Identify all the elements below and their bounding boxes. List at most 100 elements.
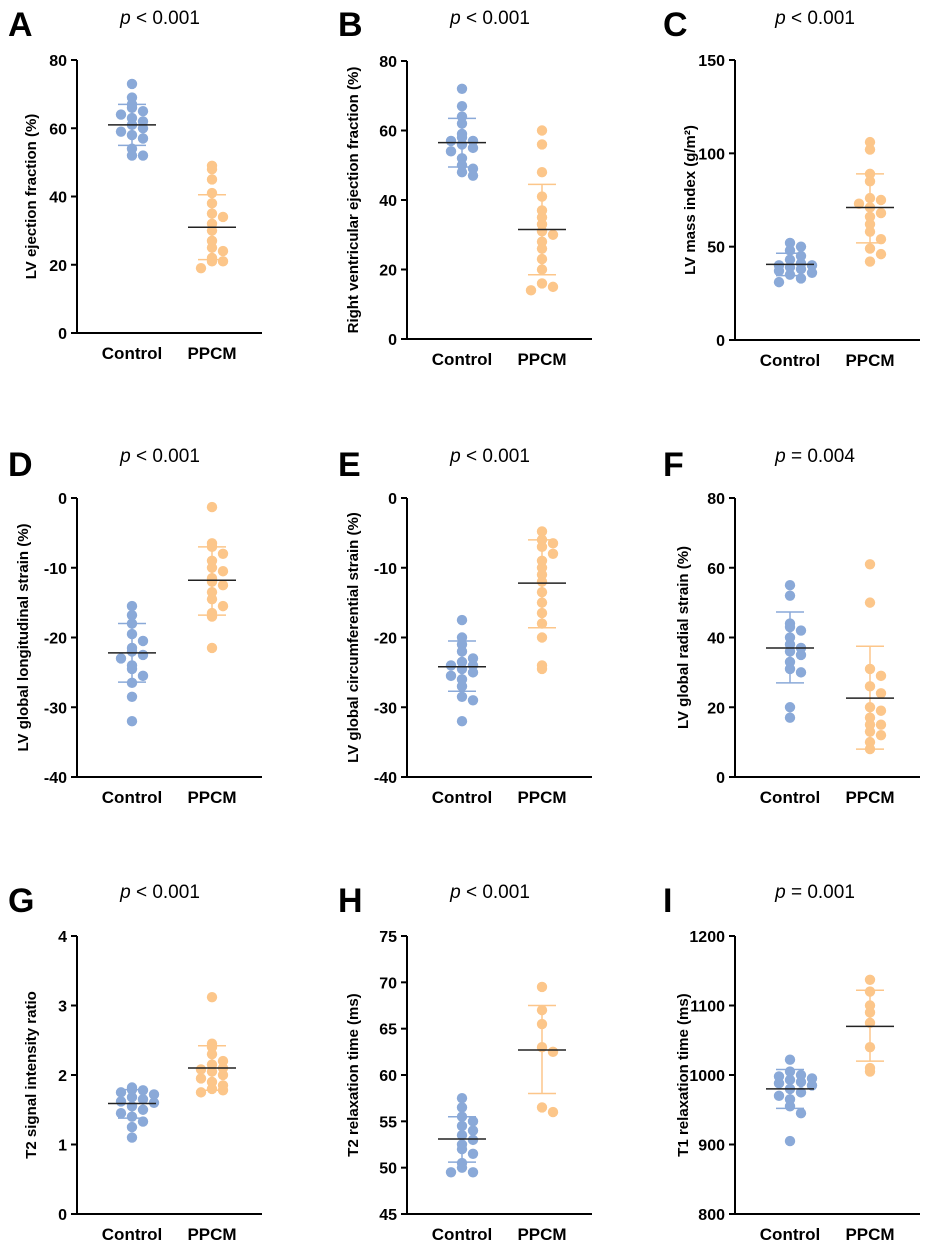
data-point-ppcm bbox=[217, 1085, 229, 1096]
data-point-control bbox=[456, 663, 468, 675]
data-point-control bbox=[137, 1116, 149, 1127]
y-tick-label: 40 bbox=[379, 193, 397, 210]
y-tick-label: 1200 bbox=[689, 929, 725, 946]
data-point-ppcm bbox=[536, 1102, 548, 1113]
data-point-ppcm bbox=[536, 1018, 548, 1030]
data-point-control bbox=[795, 250, 807, 262]
data-point-control bbox=[137, 1104, 149, 1115]
y-tick-label: 20 bbox=[379, 263, 397, 280]
data-point-ppcm bbox=[195, 1087, 207, 1098]
data-point-ppcm bbox=[206, 256, 218, 267]
data-point-ppcm bbox=[195, 262, 207, 274]
data-point-ppcm bbox=[875, 207, 887, 219]
y-tick-label: 50 bbox=[379, 1161, 397, 1178]
data-point-control bbox=[467, 142, 479, 154]
data-point-control bbox=[456, 83, 468, 95]
data-point-ppcm bbox=[195, 1064, 207, 1075]
data-point-control bbox=[148, 1089, 160, 1100]
y-axis-label: LV mass index (g/m²) bbox=[682, 125, 699, 275]
x-category-label: PPCM bbox=[517, 350, 566, 369]
data-point-ppcm bbox=[206, 593, 218, 605]
data-point-control bbox=[456, 1162, 468, 1173]
data-point-control bbox=[115, 653, 127, 664]
x-category-label: PPCM bbox=[845, 1225, 894, 1241]
x-category-label: PPCM bbox=[517, 1225, 566, 1241]
y-tick-label: 20 bbox=[49, 258, 67, 275]
data-point-control bbox=[456, 691, 468, 702]
data-point-control bbox=[456, 167, 468, 178]
data-point-control bbox=[126, 691, 138, 702]
data-point-ppcm bbox=[875, 248, 887, 260]
data-point-ppcm bbox=[547, 281, 559, 293]
data-point-control bbox=[806, 1080, 818, 1091]
data-point-control bbox=[115, 126, 127, 137]
y-tick-label: 0 bbox=[388, 491, 397, 508]
data-point-control bbox=[137, 1085, 149, 1096]
p-value-label: p = 0.004 bbox=[774, 446, 855, 467]
panel-letter: C bbox=[663, 6, 688, 44]
data-point-ppcm bbox=[536, 264, 548, 275]
data-point-ppcm bbox=[206, 174, 218, 185]
data-point-ppcm bbox=[206, 1048, 218, 1060]
data-point-ppcm bbox=[206, 225, 218, 236]
data-point-ppcm bbox=[875, 194, 887, 206]
data-point-ppcm bbox=[217, 548, 229, 559]
data-point-control bbox=[445, 146, 457, 157]
data-point-control bbox=[773, 1090, 785, 1102]
data-point-ppcm bbox=[536, 253, 548, 265]
data-point-ppcm bbox=[864, 986, 876, 997]
y-tick-label: 65 bbox=[379, 1022, 397, 1039]
data-point-ppcm bbox=[536, 1004, 548, 1016]
data-point-control bbox=[784, 646, 796, 657]
data-point-control bbox=[467, 170, 479, 181]
data-point-control bbox=[806, 260, 818, 271]
data-point-ppcm bbox=[864, 681, 876, 692]
data-point-control bbox=[784, 245, 796, 256]
data-point-control bbox=[795, 1108, 807, 1119]
data-point-control bbox=[795, 1076, 807, 1088]
y-tick-label: 1000 bbox=[689, 1068, 725, 1085]
data-point-control bbox=[456, 1120, 468, 1132]
data-point-ppcm bbox=[536, 167, 548, 178]
data-point-ppcm bbox=[536, 586, 548, 598]
data-point-control bbox=[467, 695, 479, 706]
data-point-control bbox=[773, 276, 785, 288]
x-category-label: Control bbox=[760, 788, 820, 807]
data-point-control bbox=[795, 273, 807, 284]
x-category-label: Control bbox=[102, 344, 162, 363]
data-point-control bbox=[445, 670, 457, 682]
data-point-control bbox=[773, 1078, 785, 1089]
data-point-ppcm bbox=[536, 632, 548, 643]
data-point-control bbox=[784, 702, 796, 713]
data-point-control bbox=[784, 712, 796, 723]
data-point-ppcm bbox=[864, 1042, 876, 1053]
data-point-control bbox=[126, 1084, 138, 1095]
data-point-ppcm bbox=[217, 566, 229, 577]
data-point-ppcm bbox=[864, 144, 876, 155]
data-point-ppcm bbox=[864, 176, 876, 187]
p-value-label: p < 0.001 bbox=[119, 446, 200, 467]
data-point-ppcm bbox=[536, 125, 548, 136]
data-point-ppcm bbox=[875, 234, 887, 245]
y-tick-label: 0 bbox=[58, 1207, 67, 1224]
data-point-ppcm bbox=[536, 278, 548, 289]
y-tick-label: 50 bbox=[707, 240, 725, 257]
y-tick-label: 100 bbox=[698, 146, 725, 163]
y-tick-label: 80 bbox=[379, 54, 397, 71]
data-point-ppcm bbox=[536, 243, 548, 254]
data-point-ppcm bbox=[864, 226, 876, 237]
data-point-ppcm bbox=[864, 219, 876, 230]
y-tick-label: 900 bbox=[698, 1138, 725, 1155]
data-point-ppcm bbox=[536, 139, 548, 150]
data-point-ppcm bbox=[536, 576, 548, 587]
data-point-control bbox=[795, 241, 807, 252]
data-point-ppcm bbox=[206, 501, 218, 513]
x-category-label: PPCM bbox=[845, 788, 894, 807]
data-point-ppcm bbox=[547, 229, 559, 240]
data-point-ppcm bbox=[864, 192, 876, 204]
data-point-control bbox=[126, 78, 138, 90]
data-point-ppcm bbox=[536, 1042, 548, 1053]
y-tick-label: -40 bbox=[374, 770, 397, 787]
